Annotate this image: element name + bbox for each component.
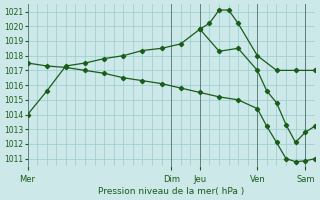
X-axis label: Pression niveau de la mer( hPa ): Pression niveau de la mer( hPa ): [98, 187, 244, 196]
